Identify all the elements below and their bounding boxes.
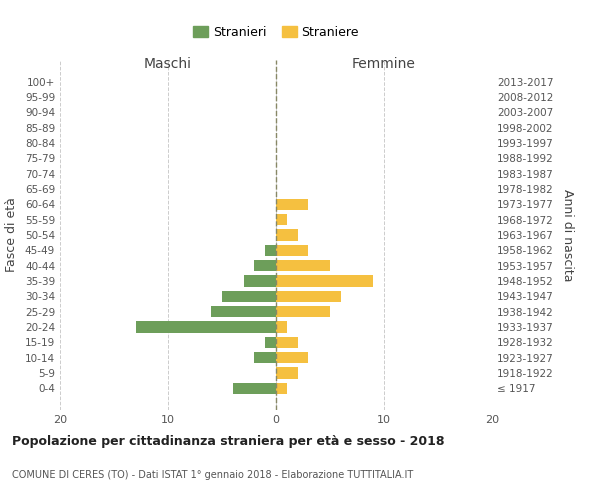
Bar — [233, 382, 276, 394]
Text: Femmine: Femmine — [352, 57, 416, 71]
Bar — [244, 276, 276, 287]
Bar — [265, 336, 276, 348]
Bar — [276, 306, 330, 318]
Y-axis label: Anni di nascita: Anni di nascita — [560, 188, 574, 281]
Bar — [276, 260, 330, 272]
Bar — [276, 229, 298, 241]
Bar — [276, 352, 308, 364]
Bar — [211, 306, 276, 318]
Text: Maschi: Maschi — [144, 57, 192, 71]
Bar — [254, 352, 276, 364]
Text: COMUNE DI CERES (TO) - Dati ISTAT 1° gennaio 2018 - Elaborazione TUTTITALIA.IT: COMUNE DI CERES (TO) - Dati ISTAT 1° gen… — [12, 470, 413, 480]
Bar — [265, 244, 276, 256]
Bar — [276, 214, 287, 226]
Bar — [276, 336, 298, 348]
Y-axis label: Fasce di età: Fasce di età — [5, 198, 18, 272]
Bar — [276, 322, 287, 333]
Bar — [254, 260, 276, 272]
Text: Popolazione per cittadinanza straniera per età e sesso - 2018: Popolazione per cittadinanza straniera p… — [12, 435, 445, 448]
Bar — [276, 276, 373, 287]
Bar — [276, 244, 308, 256]
Bar — [276, 382, 287, 394]
Bar — [222, 290, 276, 302]
Legend: Stranieri, Straniere: Stranieri, Straniere — [188, 21, 364, 44]
Bar — [276, 290, 341, 302]
Bar — [276, 198, 308, 210]
Bar — [276, 368, 298, 379]
Bar — [136, 322, 276, 333]
